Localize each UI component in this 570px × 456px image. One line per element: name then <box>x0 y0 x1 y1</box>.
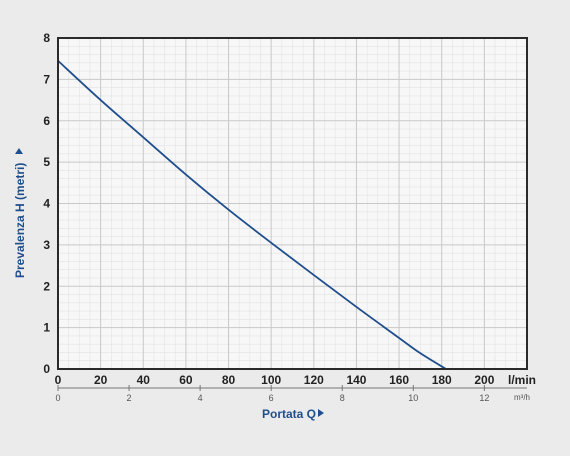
x-tick-label: 40 <box>137 373 151 387</box>
y-axis-arrow-icon <box>15 148 23 154</box>
x-axis-title-group: Portata Q <box>262 407 324 421</box>
x2-tick-label: 0 <box>55 393 60 403</box>
y-tick-label: 2 <box>43 279 50 293</box>
x-tick-labels: 0 20 40 60 80 100 120 140 160 180 200 <box>55 373 495 387</box>
x-axis-arrow-icon <box>318 409 324 417</box>
y-tick-label: 5 <box>43 155 50 169</box>
y-tick-label: 3 <box>43 238 50 252</box>
y-axis-title-group: Prevalenza H (metri) <box>13 148 27 278</box>
x-tick-label: 180 <box>432 373 452 387</box>
x-tick-label: 120 <box>304 373 324 387</box>
x2-tick-label: 2 <box>127 393 132 403</box>
x2-tick-label: 12 <box>479 393 489 403</box>
x-tick-label: 80 <box>222 373 236 387</box>
series-line-0 <box>57 60 447 370</box>
x2-tick-label: 10 <box>408 393 418 403</box>
x-tick-label: 160 <box>389 373 409 387</box>
x2-tick-labels: 0 2 4 6 8 10 12 <box>55 385 489 403</box>
x-tick-label: 100 <box>261 373 281 387</box>
series-layer <box>57 60 447 370</box>
y-tick-label: 8 <box>43 31 50 45</box>
x-tick-label: 140 <box>346 373 366 387</box>
y-tick-label: 1 <box>43 321 50 335</box>
x-tick-label: 60 <box>179 373 193 387</box>
y-tick-label: 0 <box>43 362 50 376</box>
major-grid <box>58 38 527 369</box>
y-tick-label: 6 <box>43 114 50 128</box>
x-unit-label: l/min <box>508 373 536 387</box>
x2-unit-label: m³/h <box>514 393 530 402</box>
x-tick-label: 0 <box>55 373 62 387</box>
y-tick-label: 4 <box>43 197 50 211</box>
y-axis-title: Prevalenza H (metri) <box>13 163 27 278</box>
x2-tick-label: 6 <box>269 393 274 403</box>
x-tick-label: 20 <box>94 373 108 387</box>
y-tick-label: 7 <box>43 72 50 86</box>
x-tick-label: 200 <box>474 373 494 387</box>
x-axis-title: Portata Q <box>262 407 316 421</box>
x2-tick-label: 8 <box>340 393 345 403</box>
plot-frame <box>57 37 528 370</box>
y-tick-labels: 0 1 2 3 4 5 6 7 8 <box>43 31 50 376</box>
x2-tick-label: 4 <box>198 393 203 403</box>
